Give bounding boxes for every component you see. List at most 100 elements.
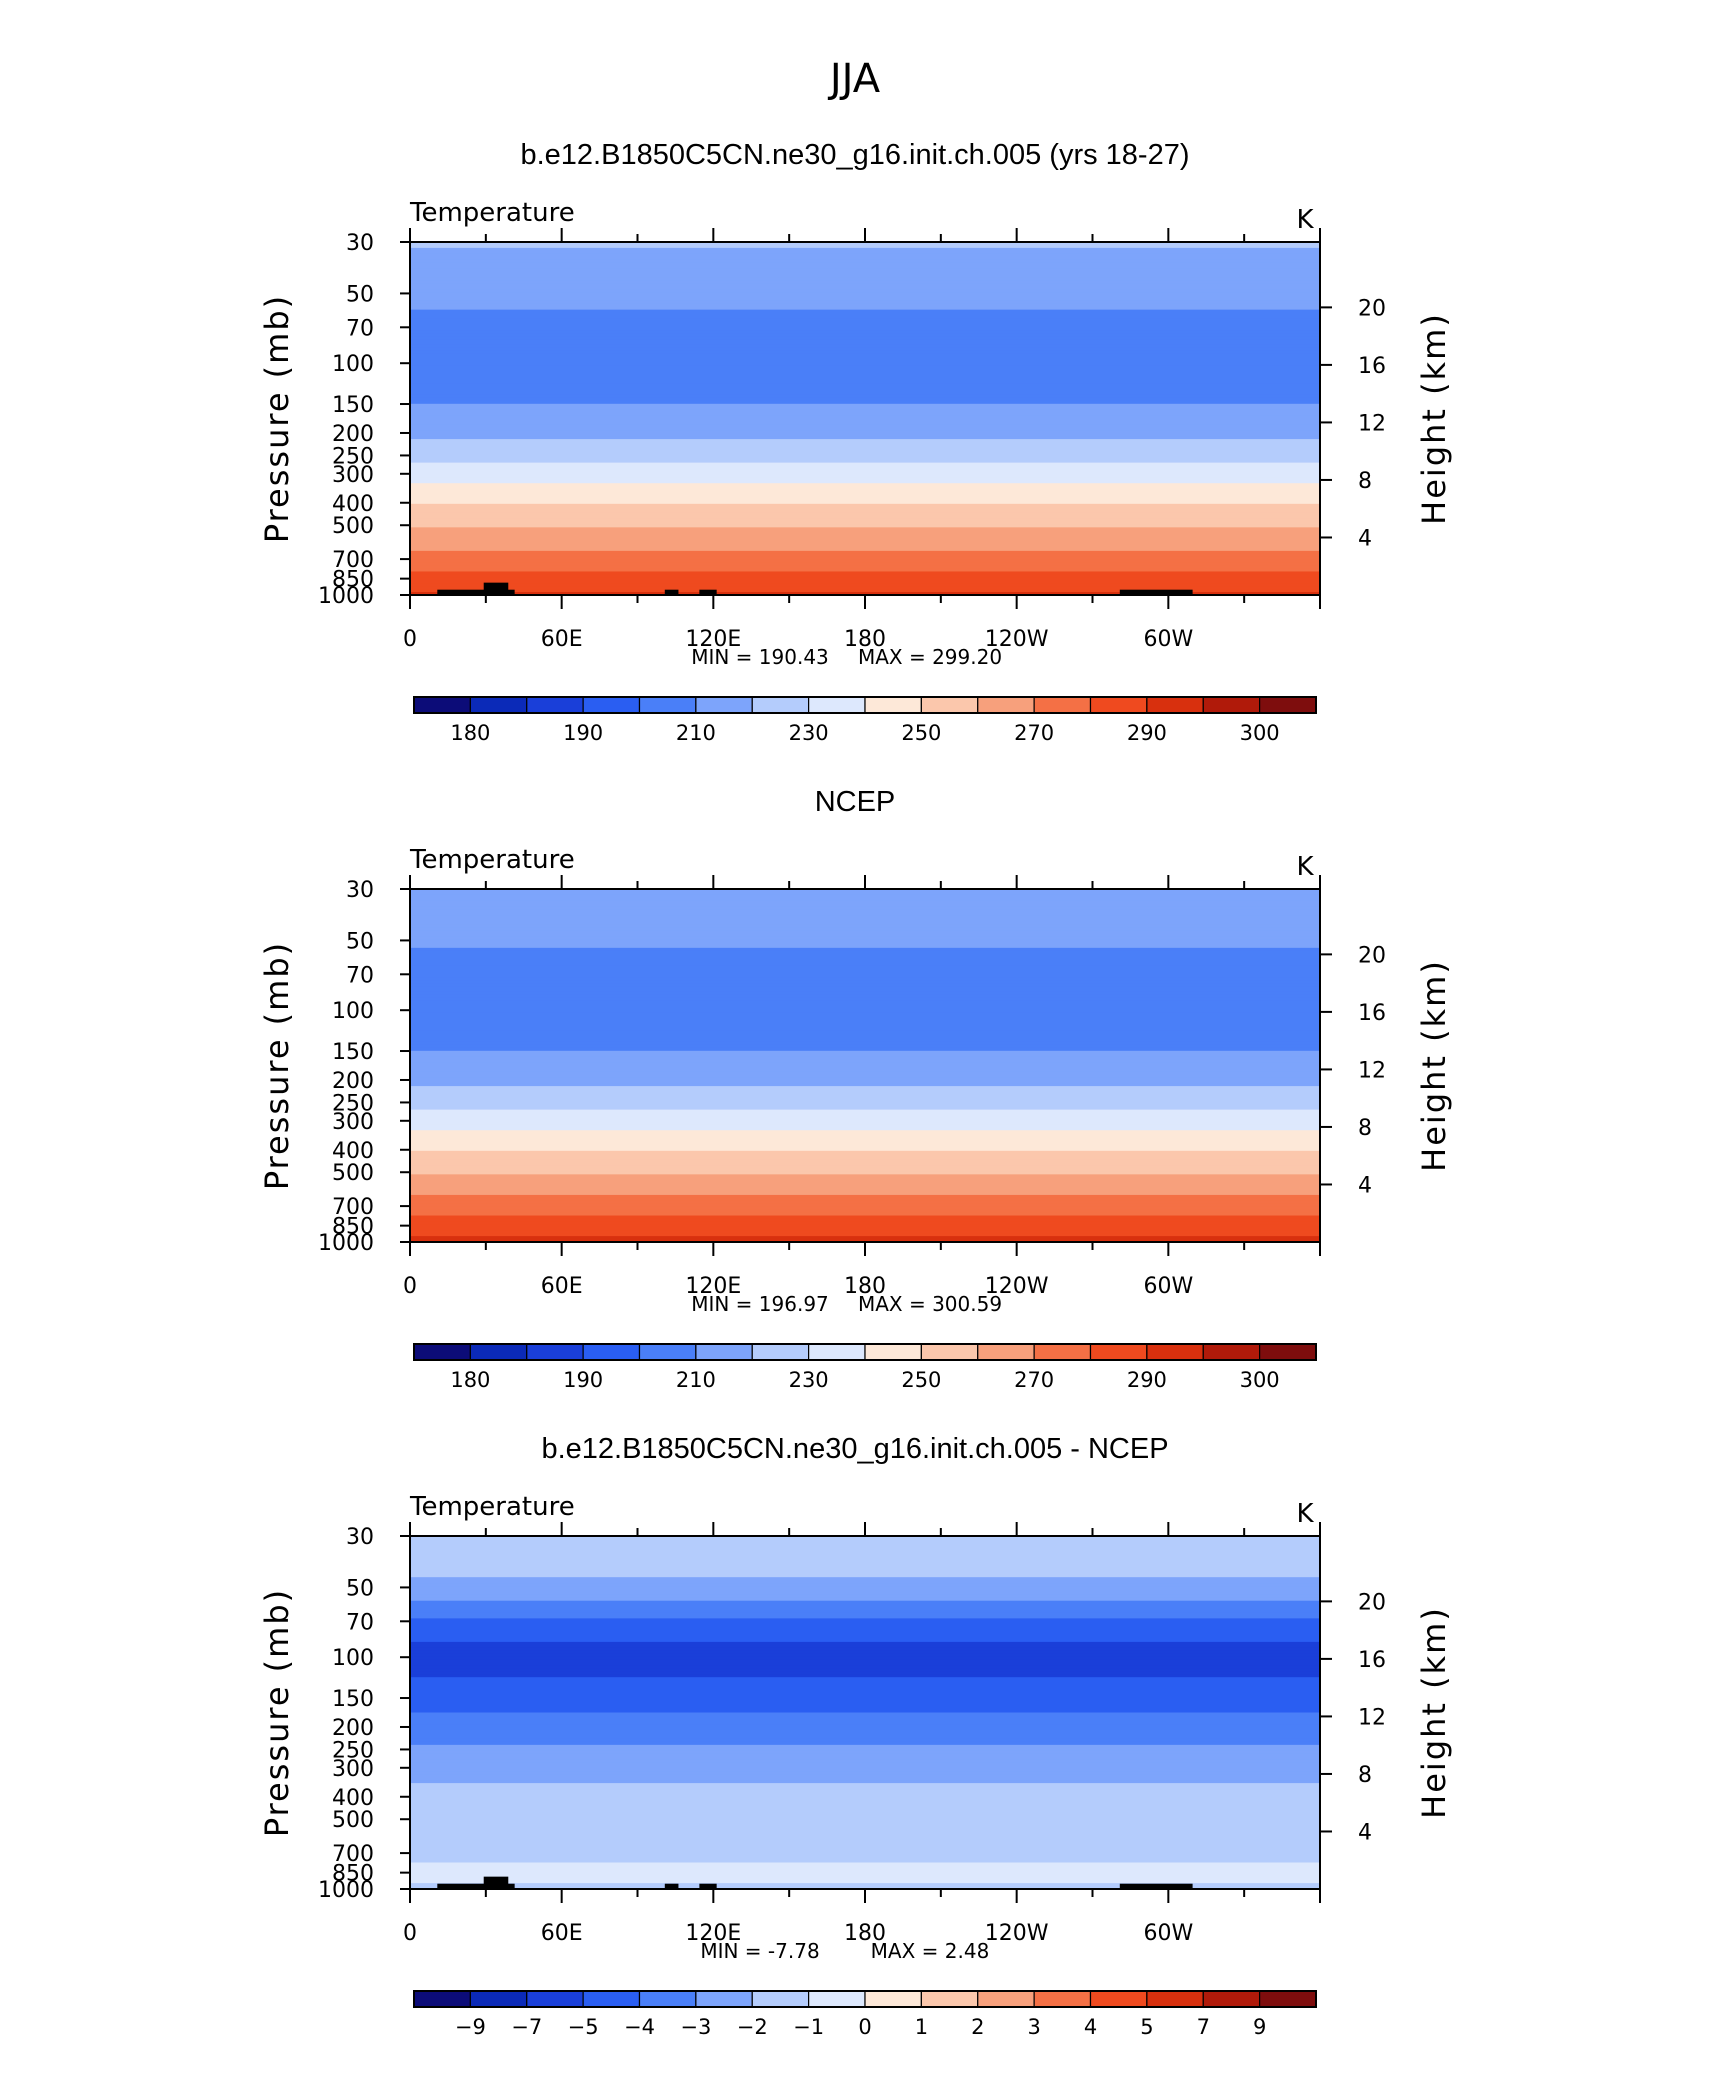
contour-band [410, 1544, 1320, 1549]
contour-band [410, 486, 1320, 490]
contour-band [410, 465, 1320, 470]
contour-band [410, 1562, 1320, 1567]
contour-band [410, 1700, 1320, 1705]
colorbar-tick-label: 230 [789, 1368, 829, 1392]
contour-band [410, 1865, 1320, 1870]
colorbar-frame [413, 1343, 1317, 1361]
colorbar-swatch [469, 1343, 528, 1361]
contour-band [410, 444, 1320, 449]
contour-band [410, 1177, 1320, 1181]
colorbar-tick-label: 3 [1027, 2015, 1040, 2039]
y-tick-label: 300 [332, 1110, 374, 1135]
contour-band [410, 1233, 1320, 1237]
colorbar-tick-label: 210 [676, 1368, 716, 1392]
panel-left-title: Temperature [409, 198, 575, 228]
contour-band [410, 550, 1320, 555]
contour-band [410, 500, 1320, 505]
contour-band [410, 889, 1320, 893]
x-tick-label: 60W [1143, 1274, 1193, 1299]
contour-band [410, 1686, 1320, 1690]
contour-band [410, 977, 1320, 981]
contour-band [410, 389, 1320, 393]
y-right-tick-label: 8 [1358, 1116, 1372, 1141]
contour-band [410, 524, 1320, 528]
contour-band [410, 1744, 1320, 1749]
contour-band [410, 962, 1320, 967]
colorbar-swatch [695, 696, 753, 714]
contour-band [410, 983, 1320, 987]
contour-band [410, 1553, 1320, 1558]
colorbar: 180 190 210 230 250 270 290 300 [413, 696, 1317, 745]
contour-band [410, 1600, 1320, 1605]
contour-band [410, 1050, 1320, 1055]
contour-band [410, 1850, 1320, 1855]
contour-band [410, 1730, 1320, 1734]
contour-band [410, 339, 1320, 343]
contour-band [410, 1718, 1320, 1722]
contour-band [410, 242, 1320, 246]
contour-band [410, 1786, 1320, 1790]
contour-band [410, 1874, 1320, 1878]
contour-band [410, 1168, 1320, 1172]
contour-band [410, 350, 1320, 355]
contour-band [410, 1824, 1320, 1828]
contour-band [410, 503, 1320, 508]
contour-band [410, 891, 1320, 896]
colorbar-swatch [1033, 1343, 1092, 1361]
colorbar-tick-label: −4 [624, 2015, 655, 2039]
contour-band [410, 1074, 1320, 1078]
contour-band [410, 997, 1320, 1002]
y-tick-label: 850 [332, 1862, 374, 1887]
contour-band [410, 565, 1320, 570]
contour-band [410, 1027, 1320, 1031]
x-tick-label: 120W [985, 627, 1049, 652]
x-tick-label: 120E [685, 1274, 741, 1299]
contour-band [410, 409, 1320, 414]
y-tick-label: 700 [332, 1842, 374, 1867]
contour-band [410, 1541, 1320, 1546]
contour-band [410, 1047, 1320, 1052]
contour-band [410, 1733, 1320, 1737]
contour-band [410, 1191, 1320, 1196]
contour-band [410, 1659, 1320, 1664]
colorbar-tick-label: 5 [1140, 2015, 1153, 2039]
contour-band [410, 430, 1320, 434]
y-tick-label: 850 [332, 1215, 374, 1240]
contour-band [410, 1618, 1320, 1622]
contour-band [410, 1724, 1320, 1728]
contour-band [410, 1568, 1320, 1572]
contour-band [410, 1774, 1320, 1778]
y-axis-right: 20 16 12 8 4 [1320, 1590, 1386, 1845]
y-tick-label: 200 [332, 422, 374, 447]
contour-band [410, 991, 1320, 996]
contour-band [410, 1556, 1320, 1561]
contour-band [410, 1633, 1320, 1637]
contour-band [410, 380, 1320, 384]
y-right-tick-label: 12 [1358, 411, 1386, 436]
y-tick-label: 400 [332, 1139, 374, 1164]
contour-band [410, 1806, 1320, 1811]
y-tick-label: 100 [332, 1646, 374, 1671]
contour-band [410, 536, 1320, 540]
contour-band [410, 394, 1320, 399]
colorbar-tick-label: 7 [1197, 2015, 1210, 2039]
contour-band [410, 1033, 1320, 1037]
contour-band [410, 1597, 1320, 1602]
contour-band [410, 1821, 1320, 1825]
x-tick-label: 180 [844, 1274, 886, 1299]
contour-band [410, 1653, 1320, 1658]
terrain-mask [699, 1883, 717, 1889]
contour-band [410, 947, 1320, 952]
contour-band [410, 315, 1320, 320]
contour-band [410, 1680, 1320, 1684]
contour-band [410, 1844, 1320, 1849]
contour-band [410, 897, 1320, 902]
contour-band [410, 1109, 1320, 1114]
colorbar-swatch [864, 696, 922, 714]
contour-band [410, 1212, 1320, 1217]
y-tick-label: 150 [332, 393, 374, 418]
contour-band [410, 1868, 1320, 1872]
contour-band [410, 1203, 1320, 1208]
